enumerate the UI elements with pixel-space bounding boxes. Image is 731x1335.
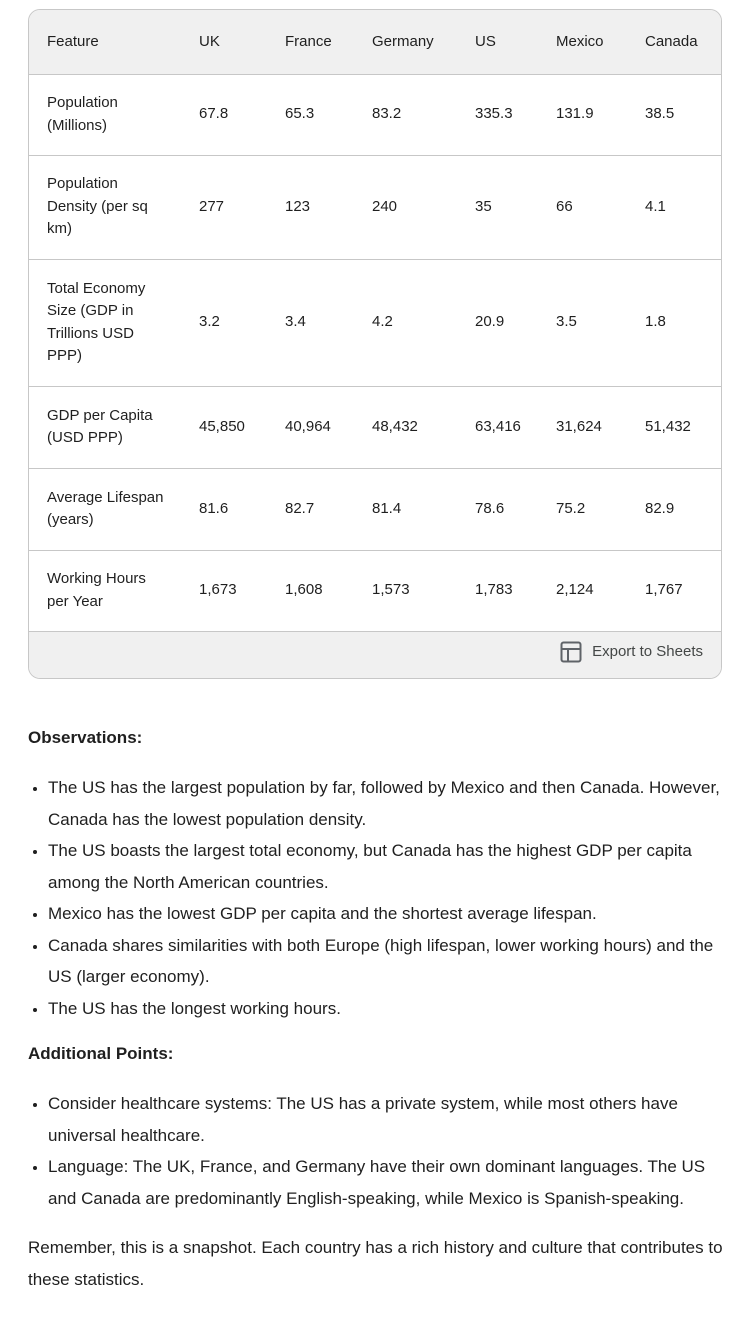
response-text: Observations: The US has the largest pop… bbox=[28, 724, 728, 1295]
list-item: Language: The UK, France, and Germany ha… bbox=[48, 1151, 728, 1214]
additional-heading: Additional Points: bbox=[28, 1044, 174, 1063]
table-cell: 3.4 bbox=[267, 259, 354, 387]
table-cell: 3.5 bbox=[538, 259, 627, 387]
table-cell: Working Hours per Year bbox=[29, 550, 181, 632]
table-cell: 335.3 bbox=[457, 74, 538, 156]
table-cell: 4.1 bbox=[627, 155, 721, 260]
table-cell: 1,608 bbox=[267, 550, 354, 632]
table-cell: 38.5 bbox=[627, 74, 721, 156]
table-cell: GDP per Capita (USD PPP) bbox=[29, 386, 181, 469]
table-cell: 51,432 bbox=[627, 386, 721, 469]
list-item: The US has the largest population by far… bbox=[48, 772, 728, 835]
header-feature: Feature bbox=[29, 10, 181, 75]
table-row: Working Hours per Year 1,673 1,608 1,573… bbox=[29, 550, 721, 632]
header-uk: UK bbox=[181, 10, 267, 75]
list-item: The US has the longest working hours. bbox=[48, 993, 728, 1025]
table-cell: Total Economy Size (GDP in Trillions USD… bbox=[29, 259, 181, 387]
table-cell: 65.3 bbox=[267, 74, 354, 156]
comparison-table-card: Feature UK France Germany US Mexico Cana… bbox=[28, 9, 722, 679]
table-cell: 1,783 bbox=[457, 550, 538, 632]
additional-list: Consider healthcare systems: The US has … bbox=[28, 1088, 728, 1214]
table-cell: 277 bbox=[181, 155, 267, 260]
table-cell: Population Density (per sq km) bbox=[29, 155, 181, 260]
table-cell: 66 bbox=[538, 155, 627, 260]
export-label: Export to Sheets bbox=[592, 643, 703, 660]
table-cell: 240 bbox=[354, 155, 457, 260]
header-france: France bbox=[267, 10, 354, 75]
table-cell: 35 bbox=[457, 155, 538, 260]
table-cell: 1,573 bbox=[354, 550, 457, 632]
list-item: Mexico has the lowest GDP per capita and… bbox=[48, 898, 728, 930]
table-cell: 123 bbox=[267, 155, 354, 260]
table-cell: Population (Millions) bbox=[29, 74, 181, 156]
table-header-row: Feature UK France Germany US Mexico Cana… bbox=[29, 10, 721, 75]
table-cell: 67.8 bbox=[181, 74, 267, 156]
table-cell: 40,964 bbox=[267, 386, 354, 469]
table-cell: 83.2 bbox=[354, 74, 457, 156]
table-cell: 82.7 bbox=[267, 468, 354, 551]
list-item: The US boasts the largest total economy,… bbox=[48, 835, 728, 898]
table-cell: 4.2 bbox=[354, 259, 457, 387]
list-item: Consider healthcare systems: The US has … bbox=[48, 1088, 728, 1151]
table-cell: 81.4 bbox=[354, 468, 457, 551]
comparison-table: Feature UK France Germany US Mexico Cana… bbox=[29, 10, 721, 632]
table-cell: 75.2 bbox=[538, 468, 627, 551]
list-item: Canada shares similarities with both Eur… bbox=[48, 930, 728, 993]
closing-paragraph: Remember, this is a snapshot. Each count… bbox=[28, 1238, 723, 1289]
table-row: Average Lifespan (years) 81.6 82.7 81.4 … bbox=[29, 468, 721, 551]
table-cell: 3.2 bbox=[181, 259, 267, 387]
table-cell: 48,432 bbox=[354, 386, 457, 469]
observations-heading: Observations: bbox=[28, 728, 143, 747]
table-cell: 131.9 bbox=[538, 74, 627, 156]
table-cell: 45,850 bbox=[181, 386, 267, 469]
header-us: US bbox=[457, 10, 538, 75]
sheets-icon bbox=[560, 641, 582, 662]
table-cell: 1,767 bbox=[627, 550, 721, 632]
table-cell: 82.9 bbox=[627, 468, 721, 551]
header-canada: Canada bbox=[627, 10, 721, 75]
table-cell: 2,124 bbox=[538, 550, 627, 632]
table-row: Population Density (per sq km) 277 123 2… bbox=[29, 155, 721, 260]
table-cell: 63,416 bbox=[457, 386, 538, 469]
header-mexico: Mexico bbox=[538, 10, 627, 75]
table-row: Total Economy Size (GDP in Trillions USD… bbox=[29, 259, 721, 387]
table-cell: 81.6 bbox=[181, 468, 267, 551]
export-to-sheets-button[interactable]: Export to Sheets bbox=[560, 641, 703, 663]
table-cell: 20.9 bbox=[457, 259, 538, 387]
header-germany: Germany bbox=[354, 10, 457, 75]
observations-list: The US has the largest population by far… bbox=[28, 772, 728, 1024]
table-row: Population (Millions) 67.8 65.3 83.2 335… bbox=[29, 74, 721, 156]
table-cell: 78.6 bbox=[457, 468, 538, 551]
table-row: GDP per Capita (USD PPP) 45,850 40,964 4… bbox=[29, 386, 721, 469]
table-footer: Export to Sheets bbox=[29, 631, 721, 678]
table-cell: 1.8 bbox=[627, 259, 721, 387]
table-cell: 31,624 bbox=[538, 386, 627, 469]
table-cell: 1,673 bbox=[181, 550, 267, 632]
table-cell: Average Lifespan (years) bbox=[29, 468, 181, 551]
